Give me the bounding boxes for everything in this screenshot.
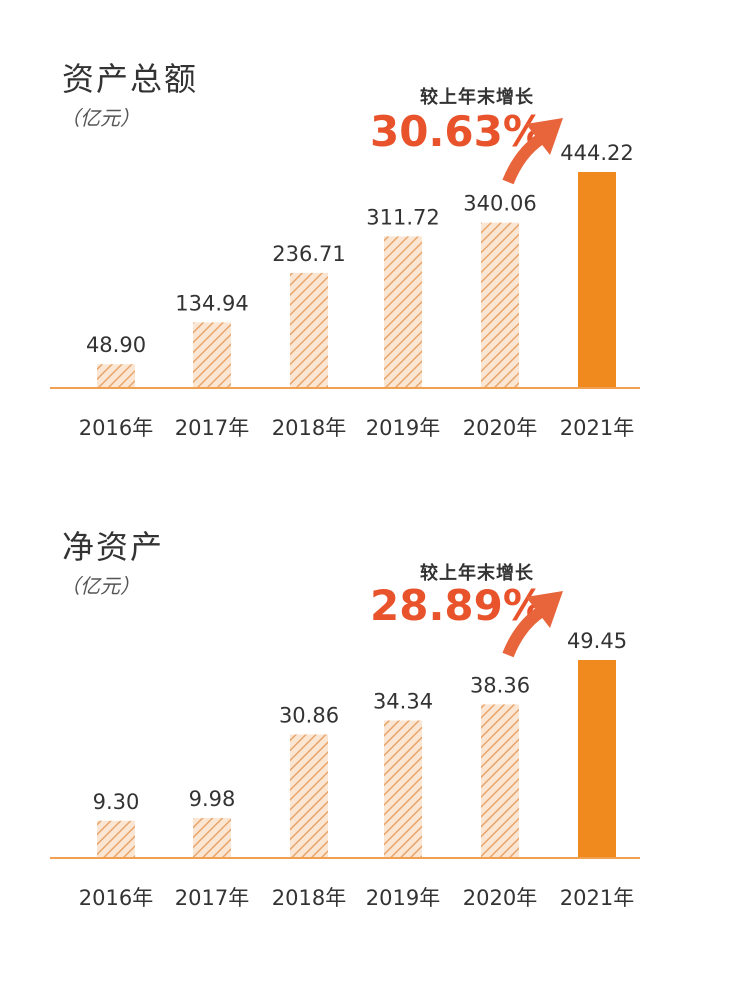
- bar-2016年: [97, 364, 135, 388]
- category-label: 2016年: [79, 416, 153, 440]
- category-label: 2018年: [272, 416, 346, 440]
- bar-value-label: 38.36: [470, 673, 530, 697]
- bar-2019年: [384, 236, 422, 388]
- chart-total-assets: 资产总额 （亿元） 48.90 2016年 134.94 2017年 236.71 201…: [50, 60, 640, 440]
- category-label: 2019年: [366, 416, 440, 440]
- bar-2017年: [193, 322, 231, 388]
- bar-value-label: 9.30: [93, 790, 140, 814]
- bar-value-label: 340.06: [463, 192, 536, 216]
- bar-value-label: 9.98: [189, 787, 236, 811]
- bar-2017年: [193, 818, 231, 858]
- bar-2018年: [290, 272, 328, 388]
- growth-arrow-icon: [502, 118, 563, 185]
- bar-value-label: 30.86: [279, 703, 339, 727]
- category-label: 2020年: [463, 416, 537, 440]
- bar-2016年: [97, 820, 135, 858]
- category-label: 2019年: [366, 886, 440, 910]
- bar-2020年: [481, 222, 519, 388]
- chart-title: 净资产: [62, 528, 164, 566]
- growth-annotation: 较上年末增长 30.63%: [370, 86, 563, 185]
- growth-value: 28.89%: [370, 581, 545, 630]
- growth-value: 30.63%: [370, 107, 545, 156]
- category-label: 2018年: [272, 886, 346, 910]
- category-label: 2021年: [560, 886, 634, 910]
- chart-unit: （亿元）: [60, 106, 140, 130]
- bar-value-label: 48.90: [86, 333, 146, 357]
- bar-2019年: [384, 720, 422, 858]
- chart-net-assets: 净资产 （亿元） 9.30 2016年 9.98 2017年 30.86 2018年 34.…: [50, 528, 640, 910]
- category-label: 2016年: [79, 886, 153, 910]
- bar-2018年: [290, 734, 328, 858]
- category-label: 2020年: [463, 886, 537, 910]
- bar-value-label: 49.45: [567, 629, 627, 653]
- growth-label: 较上年末增长: [420, 562, 534, 584]
- bar-value-label: 444.22: [560, 141, 633, 165]
- bar-value-label: 311.72: [366, 205, 439, 229]
- bar-group: 48.90 2016年 134.94 2017年 236.71 2018年 311.72 20…: [79, 141, 634, 440]
- bar-2021年: [578, 660, 616, 858]
- growth-annotation: 较上年末增长 28.89%: [370, 562, 563, 658]
- bar-value-label: 134.94: [175, 291, 248, 315]
- category-label: 2017年: [175, 886, 249, 910]
- bar-2020年: [481, 704, 519, 858]
- chart-unit: （亿元）: [60, 574, 140, 598]
- bar-2021年: [578, 172, 616, 388]
- bar-group: 9.30 2016年 9.98 2017年 30.86 2018年 34.34 2019年 38…: [79, 629, 634, 910]
- category-label: 2021年: [560, 416, 634, 440]
- growth-arrow-icon: [502, 591, 563, 658]
- bar-value-label: 34.34: [373, 690, 433, 714]
- chart-title: 资产总额: [62, 60, 198, 98]
- category-label: 2017年: [175, 416, 249, 440]
- bar-value-label: 236.71: [272, 242, 345, 266]
- growth-label: 较上年末增长: [420, 86, 534, 108]
